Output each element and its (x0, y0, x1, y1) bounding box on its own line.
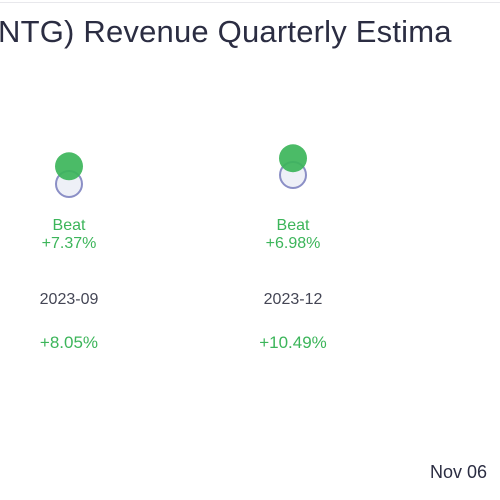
footer-date: Nov 06 (430, 462, 488, 482)
period-label: 2023-12 (263, 291, 323, 308)
period-label: 20 (457, 291, 500, 309)
result-text: Beat (52, 217, 86, 234)
chart-title: NTG) Revenue Quarterly Estima (0, 14, 452, 49)
surprise-label: + (457, 217, 500, 235)
surprise-text: +7.37% (41, 235, 97, 252)
actual-marker (279, 144, 307, 173)
period-label: 2023-09 (39, 291, 99, 308)
yoy-change-label: +8.05% (39, 333, 99, 352)
surprise-label: Beat +7.37% (9, 217, 129, 253)
yoy-change-label: +10.49% (259, 333, 327, 352)
yoy-change-label: -2 (457, 333, 500, 353)
surprise-label: Beat +6.98% (233, 217, 353, 253)
surprise-text: + (457, 217, 500, 235)
actual-marker (55, 152, 83, 181)
top-divider (0, 2, 500, 3)
result-text: Beat (276, 217, 310, 234)
surprise-text: +6.98% (265, 235, 321, 252)
